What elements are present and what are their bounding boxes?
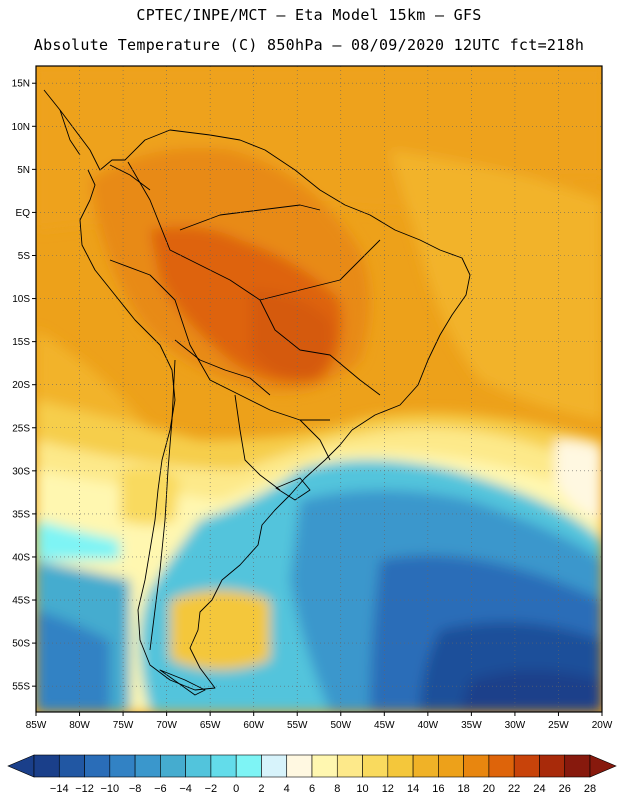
lat-tick-label: 45S (12, 596, 30, 607)
colorbar-swatch (362, 754, 389, 778)
lat-tick-label: 35S (12, 509, 30, 520)
colorbar-label: 4 (284, 783, 290, 795)
lon-tick-label: 50W (330, 720, 351, 731)
colorbar-swatch (33, 754, 60, 778)
lon-tick-label: 70W (156, 720, 177, 731)
colorbar: −14 −12 −10 −8 −6 −4 −2 0 2 4 6 8 10 12 14 16 18 20 22 24 26… (7, 754, 617, 795)
lat-tick-label: 55S (12, 682, 30, 693)
lon-tick-label: 85W (26, 720, 47, 731)
colorbar-label: 12 (382, 783, 394, 795)
colorbar-label: −4 (179, 783, 192, 795)
colorbar-label: 28 (584, 783, 596, 795)
chart-title-line-1: CPTEC/INPE/MCT – Eta Model 15km – GFS (136, 6, 482, 24)
colorbar-swatch (539, 754, 566, 778)
colorbar-label: 2 (258, 783, 264, 795)
lat-tick-label: 30S (12, 466, 30, 477)
colorbar-label: −10 (100, 783, 119, 795)
lat-tick-label: 40S (12, 552, 30, 563)
plot-frame (35, 65, 603, 713)
lon-tick-label: 35W (461, 720, 482, 731)
colorbar-label: −14 (50, 783, 69, 795)
colorbar-swatch (513, 754, 540, 778)
colorbar-swatch (311, 754, 338, 778)
colorbar-under-arrow (7, 754, 35, 778)
colorbar-label: −8 (129, 783, 142, 795)
colorbar-swatch (438, 754, 464, 778)
lon-tick-label: 40W (418, 720, 439, 731)
lat-tick-label: 10N (12, 122, 30, 133)
lat-tick-label: EQ (16, 208, 31, 219)
colorbar-label: 0 (233, 783, 239, 795)
colorbar-label: 24 (533, 783, 545, 795)
colorbar-label: −12 (75, 783, 94, 795)
lon-tick-label: 55W (287, 720, 308, 731)
colorbar-swatch (463, 754, 490, 778)
colorbar-label: 26 (559, 783, 571, 795)
colorbar-over-arrow (589, 754, 617, 778)
lon-tick-label: 80W (69, 720, 90, 731)
colorbar-swatch (58, 754, 85, 778)
colorbar-swatch (387, 754, 414, 778)
colorbar-swatch (134, 754, 161, 778)
lat-tick-label: 25S (12, 423, 30, 434)
lon-tick-label: 75W (113, 720, 134, 731)
colorbar-label: 10 (356, 783, 368, 795)
lon-tick-label: 60W (243, 720, 264, 731)
colorbar-label: 22 (508, 783, 520, 795)
colorbar-label: 16 (432, 783, 444, 795)
colorbar-swatch (286, 754, 313, 778)
lat-tick-label: 15S (12, 337, 30, 348)
temperature-field (36, 66, 602, 712)
lon-tick-label: 30W (505, 720, 526, 731)
lat-tick-label: 15N (12, 79, 30, 90)
lat-tick-label: 20S (12, 380, 30, 391)
colorbar-swatch (235, 754, 262, 778)
colorbar-swatch (336, 754, 363, 778)
colorbar-label: 6 (309, 783, 315, 795)
coastlines (43, 89, 471, 696)
lat-tick-label: 5S (18, 251, 31, 262)
lon-tick-label: 65W (200, 720, 221, 731)
colorbar-swatch (84, 754, 111, 778)
colorbar-swatch (185, 754, 212, 778)
lon-tick-label: 45W (374, 720, 395, 731)
colorbar-swatch (109, 754, 136, 778)
lat-tick-label: 10S (12, 294, 30, 305)
colorbar-label: 18 (458, 783, 470, 795)
lat-tick-label: 50S (12, 639, 30, 650)
colorbar-swatch (160, 754, 186, 778)
chart-title-line-2: Absolute Temperature (C) 850hPa – 08/09/… (33, 36, 585, 54)
colorbar-label: 8 (334, 783, 340, 795)
colorbar-label: 14 (407, 783, 419, 795)
colorbar-swatch (261, 754, 288, 778)
colorbar-swatch (564, 754, 591, 778)
colorbar-swatch (210, 754, 237, 778)
colorbar-swatch (488, 754, 515, 778)
colorbar-label: −6 (154, 783, 167, 795)
colorbar-label: 20 (483, 783, 495, 795)
lat-tick-label: 5N (17, 165, 30, 176)
lon-tick-label: 20W (592, 720, 613, 731)
colorbar-swatch (412, 754, 439, 778)
axis-ticks: 15N 10N 5N EQ 5S 10S 15S 20S 25S 30S 35S 40S 45S 50S 5… (12, 79, 613, 731)
colorbar-label: −2 (205, 783, 218, 795)
lon-tick-label: 25W (548, 720, 569, 731)
